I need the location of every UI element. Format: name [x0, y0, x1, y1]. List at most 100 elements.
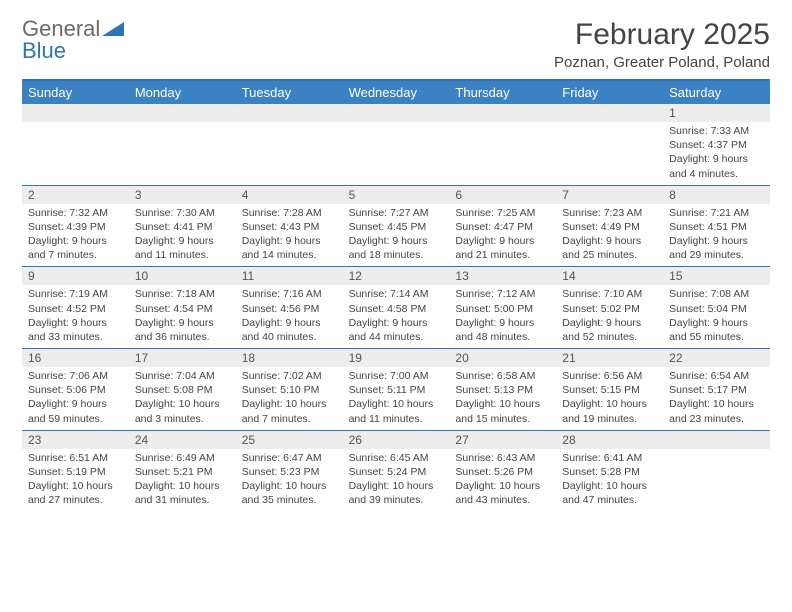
sunrise-text: Sunrise: 7:23 AM	[562, 206, 657, 220]
sunset-text: Sunset: 5:00 PM	[455, 302, 550, 316]
day-cell: 3Sunrise: 7:30 AMSunset: 4:41 PMDaylight…	[129, 186, 236, 267]
day-cell: 5Sunrise: 7:27 AMSunset: 4:45 PMDaylight…	[343, 186, 450, 267]
sunset-text: Sunset: 4:54 PM	[135, 302, 230, 316]
sunset-text: Sunset: 4:49 PM	[562, 220, 657, 234]
day-body: Sunrise: 7:23 AMSunset: 4:49 PMDaylight:…	[556, 204, 663, 267]
sunset-text: Sunset: 5:08 PM	[135, 383, 230, 397]
day-body: Sunrise: 7:33 AMSunset: 4:37 PMDaylight:…	[663, 122, 770, 185]
daylight-text: Daylight: 10 hours and 39 minutes.	[349, 479, 444, 507]
day-number: 15	[663, 267, 770, 285]
day-body: Sunrise: 7:14 AMSunset: 4:58 PMDaylight:…	[343, 285, 450, 348]
day-number: 18	[236, 349, 343, 367]
daylight-text: Daylight: 9 hours and 40 minutes.	[242, 316, 337, 344]
logo: General Blue	[22, 18, 124, 62]
day-body: Sunrise: 7:32 AMSunset: 4:39 PMDaylight:…	[22, 204, 129, 267]
daylight-text: Daylight: 10 hours and 23 minutes.	[669, 397, 764, 425]
daylight-text: Daylight: 10 hours and 7 minutes.	[242, 397, 337, 425]
day-number: 21	[556, 349, 663, 367]
sunrise-text: Sunrise: 6:45 AM	[349, 451, 444, 465]
sunrise-text: Sunrise: 7:02 AM	[242, 369, 337, 383]
day-number	[449, 104, 556, 122]
sunset-text: Sunset: 4:52 PM	[28, 302, 123, 316]
day-body: Sunrise: 7:08 AMSunset: 5:04 PMDaylight:…	[663, 285, 770, 348]
day-number: 6	[449, 186, 556, 204]
sunset-text: Sunset: 5:11 PM	[349, 383, 444, 397]
day-number: 11	[236, 267, 343, 285]
sunset-text: Sunset: 5:26 PM	[455, 465, 550, 479]
day-number: 22	[663, 349, 770, 367]
daylight-text: Daylight: 9 hours and 33 minutes.	[28, 316, 123, 344]
day-cell: 22Sunrise: 6:54 AMSunset: 5:17 PMDayligh…	[663, 349, 770, 430]
day-number	[556, 104, 663, 122]
day-body: Sunrise: 7:16 AMSunset: 4:56 PMDaylight:…	[236, 285, 343, 348]
sunrise-text: Sunrise: 7:12 AM	[455, 287, 550, 301]
sunrise-text: Sunrise: 7:19 AM	[28, 287, 123, 301]
sunset-text: Sunset: 5:19 PM	[28, 465, 123, 479]
day-cell: 13 Sunrise: 7:12 AMSunset: 5:00 PMDayligh…	[449, 267, 556, 348]
day-cell: 24Sunrise: 6:49 AMSunset: 5:21 PMDayligh…	[129, 431, 236, 512]
sunrise-text: Sunrise: 7:32 AM	[28, 206, 123, 220]
day-number: 12	[343, 267, 450, 285]
day-body: Sunrise: 6:51 AMSunset: 5:19 PMDaylight:…	[22, 449, 129, 512]
day-cell: 23Sunrise: 6:51 AMSunset: 5:19 PMDayligh…	[22, 431, 129, 512]
week-row: 23Sunrise: 6:51 AMSunset: 5:19 PMDayligh…	[22, 430, 770, 512]
day-body: Sunrise: 6:56 AMSunset: 5:15 PMDaylight:…	[556, 367, 663, 430]
sunrise-text: Sunrise: 7:14 AM	[349, 287, 444, 301]
day-cell: 4Sunrise: 7:28 AMSunset: 4:43 PMDaylight…	[236, 186, 343, 267]
daylight-text: Daylight: 10 hours and 35 minutes.	[242, 479, 337, 507]
day-number: 13	[449, 267, 556, 285]
day-body: Sunrise: 7:21 AMSunset: 4:51 PMDaylight:…	[663, 204, 770, 267]
sunset-text: Sunset: 5:15 PM	[562, 383, 657, 397]
day-cell	[663, 431, 770, 512]
sunset-text: Sunset: 5:02 PM	[562, 302, 657, 316]
day-number: 14	[556, 267, 663, 285]
day-cell: 1Sunrise: 7:33 AMSunset: 4:37 PMDaylight…	[663, 104, 770, 185]
sunset-text: Sunset: 4:39 PM	[28, 220, 123, 234]
sunrise-text: Sunrise: 7:04 AM	[135, 369, 230, 383]
day-number: 9	[22, 267, 129, 285]
daylight-text: Daylight: 9 hours and 52 minutes.	[562, 316, 657, 344]
day-body: Sunrise: 7:06 AMSunset: 5:06 PMDaylight:…	[22, 367, 129, 430]
day-headers-row: Sunday Monday Tuesday Wednesday Thursday…	[22, 81, 770, 104]
day-body: Sunrise: 6:43 AMSunset: 5:26 PMDaylight:…	[449, 449, 556, 512]
sunrise-text: Sunrise: 7:27 AM	[349, 206, 444, 220]
day-cell: 10Sunrise: 7:18 AMSunset: 4:54 PMDayligh…	[129, 267, 236, 348]
day-number: 23	[22, 431, 129, 449]
daylight-text: Daylight: 9 hours and 48 minutes.	[455, 316, 550, 344]
sunrise-text: Sunrise: 7:08 AM	[669, 287, 764, 301]
day-body: Sunrise: 6:49 AMSunset: 5:21 PMDaylight:…	[129, 449, 236, 512]
logo-triangle-icon	[102, 22, 124, 36]
daylight-text: Daylight: 9 hours and 18 minutes.	[349, 234, 444, 262]
sunrise-text: Sunrise: 6:58 AM	[455, 369, 550, 383]
day-number: 7	[556, 186, 663, 204]
logo-text: General Blue	[22, 18, 124, 62]
day-number: 27	[449, 431, 556, 449]
sunrise-text: Sunrise: 7:10 AM	[562, 287, 657, 301]
daylight-text: Daylight: 9 hours and 11 minutes.	[135, 234, 230, 262]
sunrise-text: Sunrise: 6:49 AM	[135, 451, 230, 465]
sunset-text: Sunset: 5:23 PM	[242, 465, 337, 479]
sunset-text: Sunset: 5:24 PM	[349, 465, 444, 479]
sunset-text: Sunset: 5:04 PM	[669, 302, 764, 316]
sunrise-text: Sunrise: 7:18 AM	[135, 287, 230, 301]
sunrise-text: Sunrise: 7:25 AM	[455, 206, 550, 220]
day-number: 26	[343, 431, 450, 449]
sunrise-text: Sunrise: 6:54 AM	[669, 369, 764, 383]
day-number: 19	[343, 349, 450, 367]
day-cell	[236, 104, 343, 185]
sunset-text: Sunset: 4:47 PM	[455, 220, 550, 234]
day-header-fri: Friday	[556, 81, 663, 104]
month-title: February 2025	[554, 18, 770, 52]
daylight-text: Daylight: 9 hours and 55 minutes.	[669, 316, 764, 344]
day-body: Sunrise: 7:18 AMSunset: 4:54 PMDaylight:…	[129, 285, 236, 348]
day-number: 28	[556, 431, 663, 449]
day-cell	[449, 104, 556, 185]
day-cell: 27Sunrise: 6:43 AMSunset: 5:26 PMDayligh…	[449, 431, 556, 512]
day-body: Sunrise: 7:04 AMSunset: 5:08 PMDaylight:…	[129, 367, 236, 430]
day-header-sun: Sunday	[22, 81, 129, 104]
sunrise-text: Sunrise: 6:51 AM	[28, 451, 123, 465]
daylight-text: Daylight: 10 hours and 3 minutes.	[135, 397, 230, 425]
location: Poznan, Greater Poland, Poland	[554, 54, 770, 71]
day-cell: 11Sunrise: 7:16 AMSunset: 4:56 PMDayligh…	[236, 267, 343, 348]
day-number: 2	[22, 186, 129, 204]
